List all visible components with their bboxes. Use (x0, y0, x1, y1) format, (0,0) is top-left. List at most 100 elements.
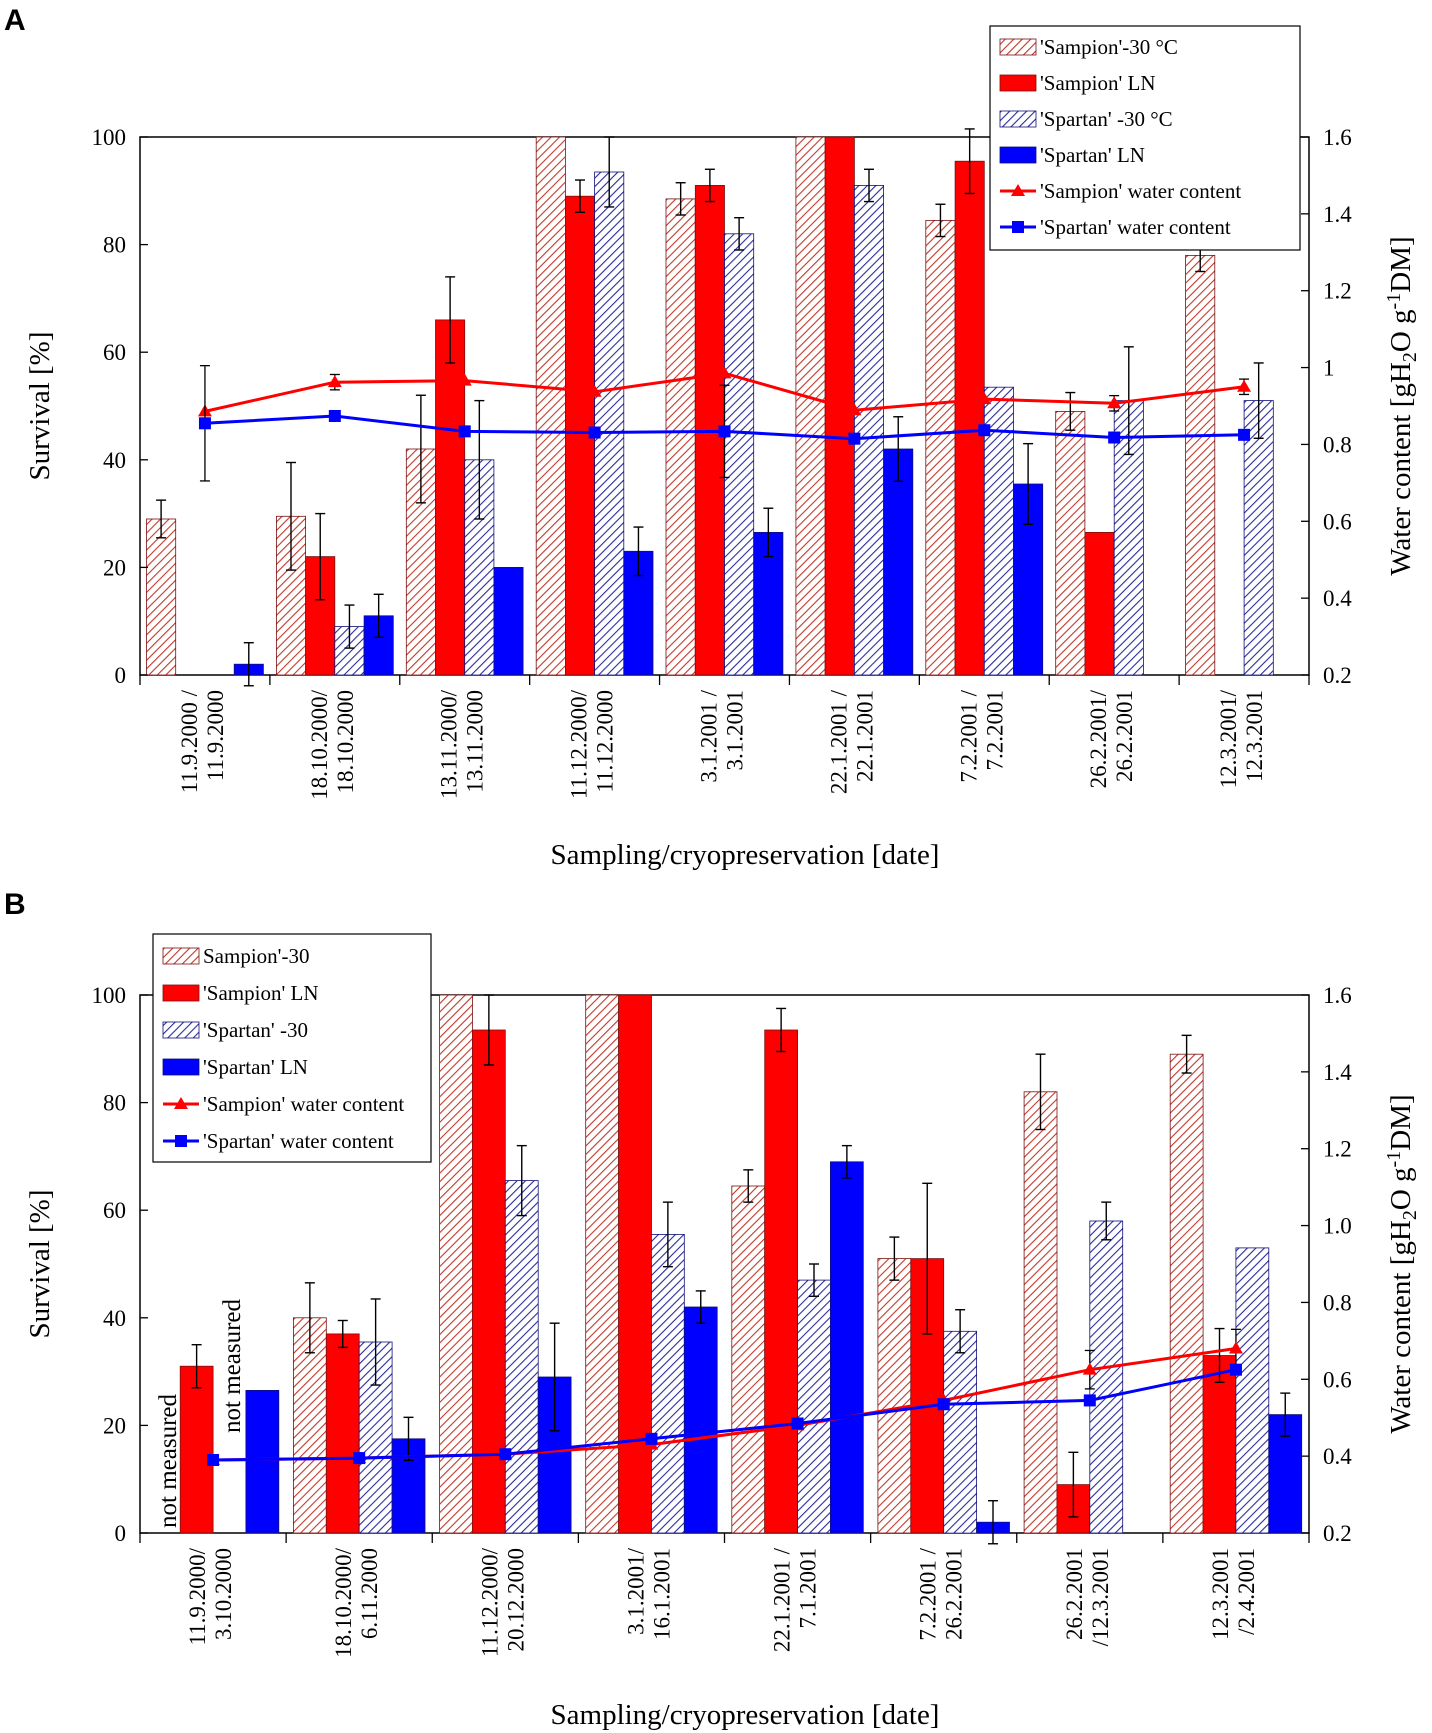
legend-swatch (162, 984, 200, 1002)
x-category-label-line: 6.11.2000 (357, 1548, 382, 1639)
line-b-spartan-water (213, 1368, 1237, 1462)
x-category-label-line: 18.10.2000/ (331, 1547, 356, 1658)
not-measured-label-1: not measured (155, 1394, 182, 1528)
bar-b-s1-c1 (325, 1333, 360, 1534)
x-category-label-line: /2.4.2001 (1234, 1548, 1259, 1635)
error-bar-a-s1-c1 (315, 512, 326, 601)
error-bar-a-s0-c1 (285, 461, 296, 571)
error-bar-a-s3-c3 (633, 526, 644, 577)
marker-a-1-8 (1238, 428, 1251, 441)
error-bar-a-s1-c6 (964, 128, 975, 195)
bar-b-s2-c7 (1235, 1247, 1270, 1534)
x-category-label-line: 26.2.2001 (1062, 1548, 1087, 1640)
error-bar-a-s0-c6 (935, 203, 946, 238)
bar-b-s2-c5 (943, 1330, 978, 1534)
x-category-label-line: 11.12.2000/ (477, 1547, 502, 1657)
error-bar-b-s2-c1 (370, 1298, 381, 1386)
error-bar-a-s2-c1 (344, 604, 355, 649)
error-bar-a-s0-c7 (1065, 391, 1076, 431)
x-category-label: 11.12.2000/11.12.2000 (567, 689, 618, 799)
error-bar-a-s2-c3 (604, 136, 615, 208)
bar-b-s0-c3 (585, 994, 620, 1534)
legend-label: 'Spartan' -30 (203, 1018, 308, 1042)
y2-tick-label: 1 (1323, 356, 1335, 381)
legend-label: 'Sampion'-30 °C (1040, 35, 1178, 59)
error-bar-b-s0-c7 (1181, 1034, 1192, 1074)
y2-tick-label: 0.2 (1323, 1521, 1352, 1546)
bar-b-s3-c0 (245, 1390, 280, 1534)
y-tick-label: 40 (103, 1306, 126, 1331)
x-category-label: 22.1.2001 /7.1.2001 (770, 1547, 821, 1652)
y2-tick-label: 0.8 (1323, 1290, 1352, 1315)
x-category-label-line: 13.11.2000/ (437, 689, 462, 799)
legend-label: 'Spartan' water content (203, 1129, 394, 1153)
error-bar-b-s1-c2 (483, 994, 494, 1066)
x-category-label-line: 22.1.2001 (852, 690, 877, 782)
x-category-label-line: 11.9.2000/ (185, 1547, 210, 1645)
error-bar-b-s0-c4 (743, 1169, 754, 1203)
bar-a-s3-c2 (493, 567, 524, 676)
bar-a-s0-c5 (795, 136, 826, 676)
error-bar-a-s1-c4 (704, 168, 715, 203)
x-category-label: 22.1.2001 /22.1.2001 (826, 689, 877, 794)
error-bar-b-s2-c4 (809, 1263, 820, 1297)
x-category-label: 3.1.2001 /3.1.2001 (697, 689, 748, 782)
y-tick-label: 40 (103, 448, 126, 473)
legend-swatch (162, 1058, 200, 1076)
legend-label: 'Sampion' water content (203, 1092, 404, 1116)
bar-a-s1-c6 (954, 160, 985, 676)
panel-b: B 0 20 40 60 80 100 0.2 0.4 0.6 0.8 1.0 1.2 1.4 1.6 11… (4, 888, 1421, 1731)
y2-tick-label: 1.6 (1323, 125, 1352, 150)
x-category-label-line: 7.1.2001 (796, 1548, 821, 1629)
marker-a-1-0 (198, 417, 211, 430)
bar-a-s0-c3 (535, 136, 566, 676)
legend-label: 'Spartan' water content (1040, 215, 1231, 239)
error-bar-a-s2-c4 (734, 216, 745, 251)
y2-tick-label: 0.6 (1323, 1367, 1352, 1392)
legend-label: Sampion'-30 (203, 944, 309, 968)
y-tick-label: 20 (103, 555, 126, 580)
bar-a-s0-c6 (925, 219, 956, 676)
bar-a-s2-c5 (854, 184, 885, 676)
bar-a-s0-c0 (146, 518, 177, 676)
legend-swatch (162, 947, 200, 965)
y-tick-label: 100 (92, 983, 127, 1008)
legend-b: Sampion'-30 'Sampion' LN 'Spartan' -30 'Spa… (152, 933, 432, 1163)
legend-swatch (999, 110, 1037, 128)
y-tick-label: 80 (103, 233, 126, 258)
legend-marker (1011, 184, 1025, 196)
x-category-label-line: 3.1.2001/ (623, 1547, 648, 1635)
bar-a-s2-c4 (724, 233, 755, 676)
marker-b-1-3 (645, 1432, 658, 1445)
error-bar-b-s2-c3 (662, 1201, 673, 1268)
error-bar-b-s1-c5 (922, 1182, 933, 1335)
error-bar-b-s3-c5 (988, 1500, 999, 1545)
x-category-label-line: 3.10.2000 (211, 1548, 236, 1640)
error-bar-b-s1-c0 (191, 1343, 202, 1389)
x-category-label: 12.3.2001/2.4.2001 (1208, 1548, 1259, 1640)
bar-b-s3-c4 (830, 1161, 864, 1534)
error-bar-a-s1-c2 (445, 276, 456, 364)
bar-b-s1-c7 (1202, 1355, 1237, 1534)
bar-a-s2-c8 (1243, 400, 1274, 676)
error-bar-a-s0-c2 (415, 394, 426, 504)
x-axis-title-b: Sampling/cryopreservation [date] (551, 1699, 940, 1731)
y2-tick-label: 1.6 (1323, 983, 1352, 1008)
y-tick-label: 80 (103, 1091, 126, 1116)
x-category-label: 13.11.2000/13.11.2000 (437, 689, 488, 799)
x-category-label: 26.2.2001/26.2.2001 (1086, 689, 1137, 788)
x-category-label: 7.2.2001 /26.2.2001 (916, 1547, 967, 1640)
bar-b-s0-c4 (731, 1185, 766, 1534)
x-category-label: 3.1.2001/16.1.2001 (623, 1547, 674, 1640)
marker-a-1-1 (328, 409, 341, 422)
error-bar-a-s2-c5 (864, 168, 875, 203)
bar-a-s1-c2 (435, 319, 466, 676)
y2-tick-label: 0.2 (1323, 663, 1352, 688)
marker-a-0-1 (327, 375, 342, 388)
x-category-label-line: 7.2.2001 / (916, 1547, 941, 1640)
x-category-label: 18.10.2000/18.10.2000 (307, 689, 358, 800)
error-bar-a-s2-c2 (474, 399, 485, 520)
x-category-label-line: 26.2.2001 (942, 1548, 967, 1640)
error-bar-b-s1-c4 (776, 1007, 787, 1053)
error-bar-b-s3-c4 (841, 1144, 852, 1179)
